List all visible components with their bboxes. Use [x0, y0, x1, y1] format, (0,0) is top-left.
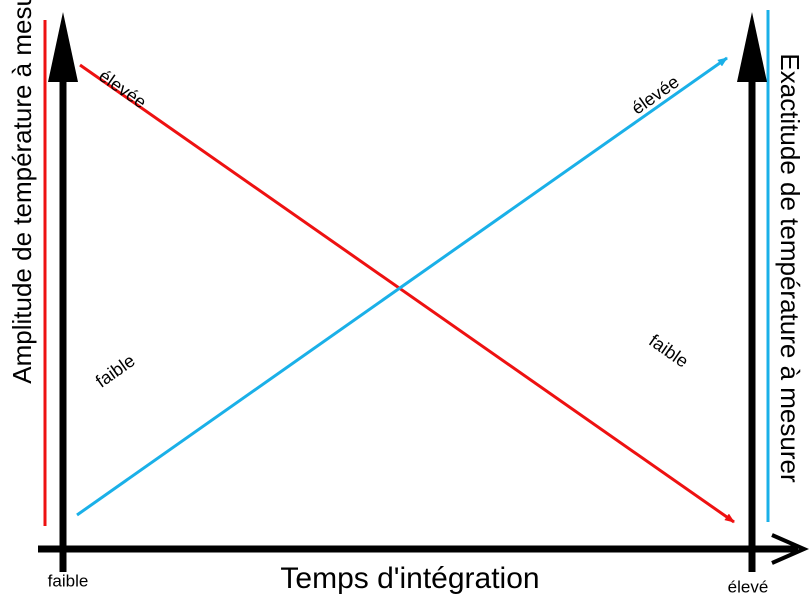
blue-line	[76, 56, 728, 517]
left-axis-arrow	[48, 12, 78, 82]
left-axis-label: Amplitude de température à mesurer	[7, 0, 37, 384]
x-end-label: élevé	[728, 577, 769, 596]
right-axis-label: Exactitude de température à mesurer	[775, 53, 805, 483]
blue-start-label: faible	[92, 350, 139, 391]
x-start-label: faible	[48, 571, 89, 590]
right-axis-arrow	[737, 12, 767, 82]
x-axis-arrow	[771, 533, 809, 565]
red-line	[79, 63, 735, 524]
red-end-label: faible	[645, 330, 692, 371]
red-start-label: élevée	[95, 66, 150, 113]
x-axis-title: Temps d'intégration	[280, 562, 539, 595]
